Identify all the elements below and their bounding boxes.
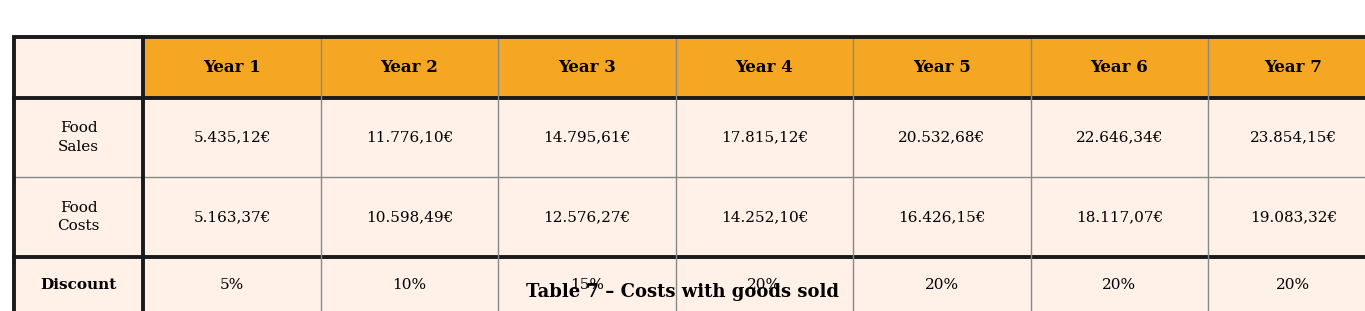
Text: 10.598,49€: 10.598,49€: [366, 210, 453, 224]
Bar: [143, 37, 321, 98]
Bar: [1208, 177, 1365, 257]
Text: Year 4: Year 4: [736, 59, 793, 76]
Text: 20%: 20%: [924, 278, 958, 292]
Text: 19.083,32€: 19.083,32€: [1250, 210, 1336, 224]
Bar: [321, 177, 498, 257]
Text: Year 6: Year 6: [1091, 59, 1148, 76]
Text: 17.815,12€: 17.815,12€: [721, 131, 808, 145]
Bar: [14, 98, 143, 177]
Bar: [853, 98, 1031, 177]
Bar: [143, 257, 321, 311]
Bar: [676, 177, 853, 257]
Text: 14.252,10€: 14.252,10€: [721, 210, 808, 224]
Text: 23.854,15€: 23.854,15€: [1250, 131, 1336, 145]
Text: 5.435,12€: 5.435,12€: [194, 131, 270, 145]
Bar: [143, 98, 321, 177]
Bar: [143, 177, 321, 257]
Text: Food
Costs: Food Costs: [57, 201, 100, 233]
Bar: [1208, 257, 1365, 311]
Text: 11.776,10€: 11.776,10€: [366, 131, 453, 145]
Text: Food
Sales: Food Sales: [57, 121, 100, 154]
Text: 14.795,61€: 14.795,61€: [543, 131, 631, 145]
Bar: [14, 37, 1365, 311]
Bar: [498, 37, 676, 98]
Bar: [1208, 37, 1365, 98]
Bar: [1031, 257, 1208, 311]
Text: Year 3: Year 3: [558, 59, 616, 76]
Text: 12.576,27€: 12.576,27€: [543, 210, 631, 224]
Bar: [1208, 98, 1365, 177]
Text: Year 5: Year 5: [913, 59, 971, 76]
Bar: [676, 37, 853, 98]
Text: 16.426,15€: 16.426,15€: [898, 210, 986, 224]
Bar: [1031, 177, 1208, 257]
Text: Year 7: Year 7: [1264, 59, 1323, 76]
Bar: [321, 98, 498, 177]
Bar: [853, 177, 1031, 257]
Bar: [853, 257, 1031, 311]
Bar: [14, 37, 143, 98]
Bar: [853, 37, 1031, 98]
Text: 20.532,68€: 20.532,68€: [898, 131, 986, 145]
Text: 20%: 20%: [748, 278, 782, 292]
Text: 5.163,37€: 5.163,37€: [194, 210, 270, 224]
Text: 18.117,07€: 18.117,07€: [1076, 210, 1163, 224]
Text: 5%: 5%: [220, 278, 244, 292]
Text: Year 2: Year 2: [381, 59, 438, 76]
Bar: [321, 257, 498, 311]
Bar: [1031, 37, 1208, 98]
Bar: [676, 98, 853, 177]
Text: 20%: 20%: [1103, 278, 1137, 292]
Text: Year 1: Year 1: [203, 59, 261, 76]
Text: 20%: 20%: [1276, 278, 1310, 292]
Text: 10%: 10%: [393, 278, 426, 292]
Bar: [498, 98, 676, 177]
Bar: [321, 37, 498, 98]
Bar: [498, 257, 676, 311]
Text: Discount: Discount: [41, 278, 116, 292]
Bar: [14, 177, 143, 257]
Text: Table 7 – Costs with goods sold: Table 7 – Costs with goods sold: [526, 283, 839, 301]
Bar: [14, 257, 143, 311]
Bar: [1031, 98, 1208, 177]
Bar: [676, 257, 853, 311]
Bar: [498, 177, 676, 257]
Text: 15%: 15%: [571, 278, 603, 292]
Text: 22.646,34€: 22.646,34€: [1076, 131, 1163, 145]
